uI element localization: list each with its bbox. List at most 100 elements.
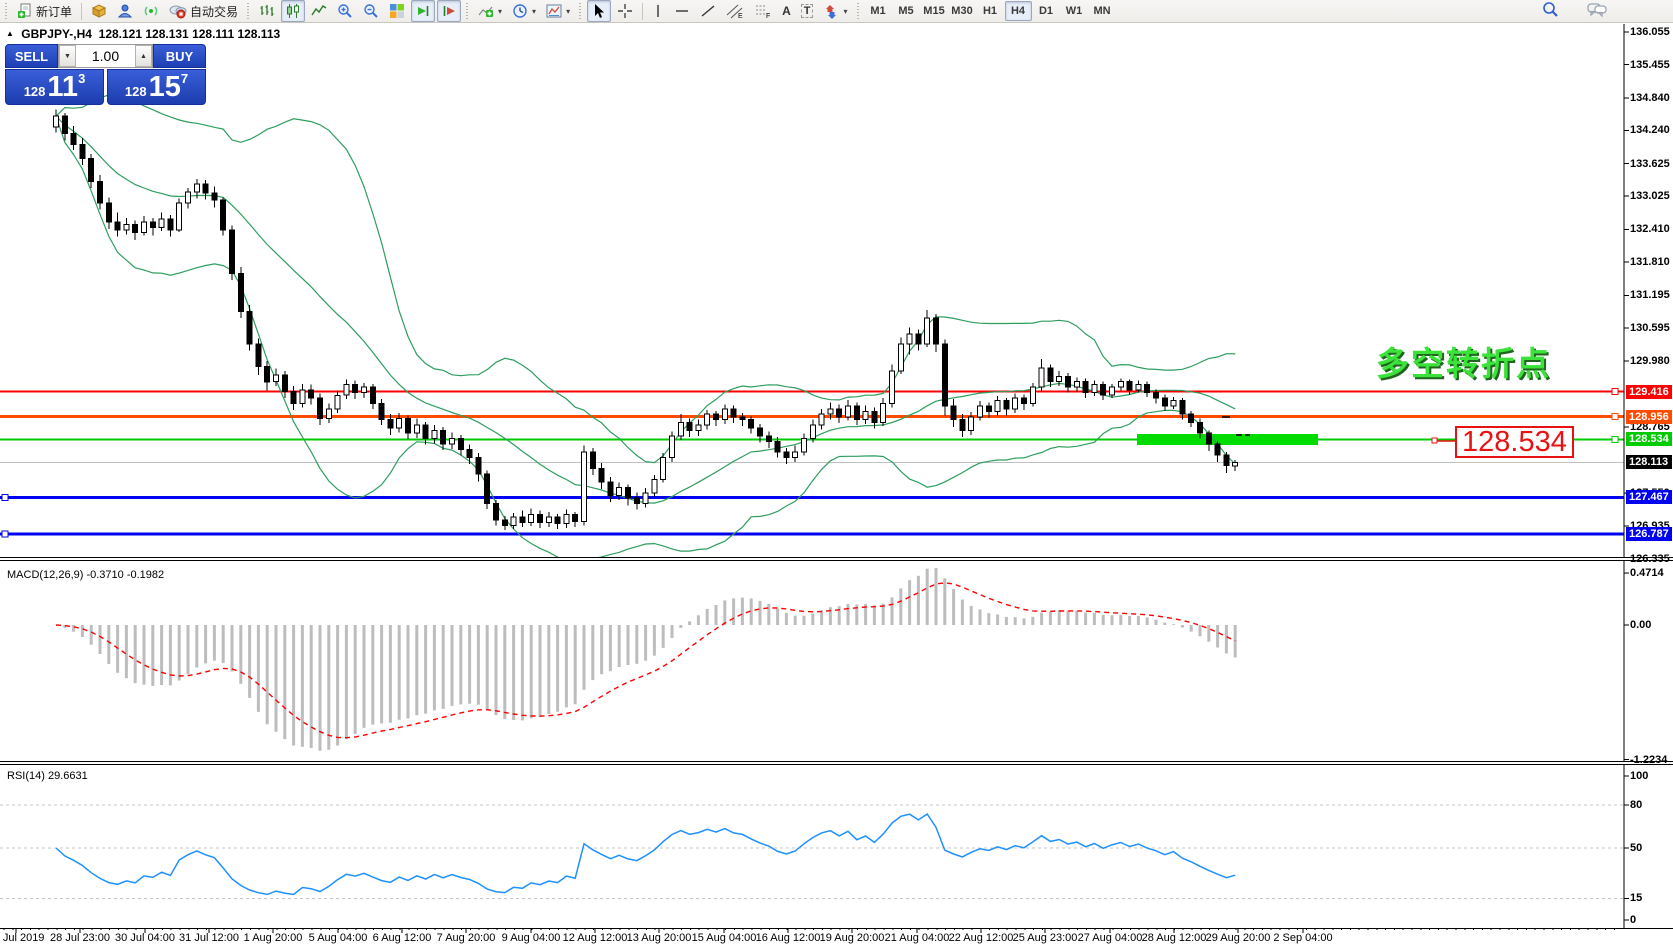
- volume-input[interactable]: 1.00: [91, 48, 120, 64]
- time-axis-label: 13 Aug 20:00: [626, 932, 692, 944]
- rsi-label: RSI(14) 29.6631: [7, 770, 88, 782]
- buy-button[interactable]: BUY: [153, 44, 206, 68]
- text-label-button[interactable]: T: [797, 0, 818, 22]
- time-axis-label: 28 Aug 12:00: [1141, 932, 1207, 944]
- price-line-label: 129.416: [1626, 384, 1672, 399]
- vertical-line-icon: [652, 3, 664, 19]
- macd-axis-label: 0.00: [1630, 619, 1652, 631]
- new-order-button[interactable]: 新订单: [13, 0, 76, 22]
- current-price-label: 128.113: [1626, 455, 1672, 470]
- auto-scroll-button[interactable]: [411, 0, 436, 22]
- sell-button[interactable]: SELL: [5, 44, 58, 68]
- rsi-axis-label: 100: [1630, 770, 1649, 782]
- time-axis-label: 12 Aug 12:00: [562, 932, 628, 944]
- rsi-axis-label: 0: [1630, 914, 1637, 926]
- timeframe-d1-button[interactable]: D1: [1038, 5, 1054, 17]
- crosshair-button[interactable]: [613, 0, 637, 22]
- community-button[interactable]: [113, 0, 137, 22]
- zoom-out-icon: [363, 3, 379, 19]
- new-order-label: 新订单: [36, 4, 73, 19]
- horizontal-line-icon: [674, 3, 690, 19]
- market-watch-button[interactable]: [87, 0, 111, 22]
- rsi-pane-separator[interactable]: [0, 761, 1673, 765]
- symbol-period-label: GBPJPY-,H4: [21, 27, 92, 41]
- search-icon[interactable]: [1542, 1, 1559, 21]
- community-icon: [117, 3, 133, 19]
- vertical-line-button[interactable]: [648, 0, 668, 22]
- periods-button[interactable]: ▾: [508, 0, 540, 22]
- macd-label: MACD(12,26,9) -0.3710 -0.1982: [7, 569, 165, 581]
- fibonacci-button[interactable]: F: [750, 0, 776, 22]
- rsi-axis-label: 80: [1630, 798, 1643, 811]
- sell-price-panel[interactable]: 128 11 3: [5, 69, 104, 105]
- dropdown-icon: ▾: [532, 6, 537, 16]
- volume-decrease-button[interactable]: ▼: [59, 45, 76, 67]
- templates-button[interactable]: ▾: [542, 0, 574, 22]
- sell-price-point: 3: [78, 71, 86, 86]
- macd-pane-separator[interactable]: [0, 557, 1673, 561]
- buy-price-panel[interactable]: 128 15 7: [107, 69, 206, 105]
- price-tick-label: 133.625: [1630, 157, 1670, 170]
- dropdown-icon: ▾: [843, 6, 848, 16]
- timeframe-mn-button[interactable]: MN: [1093, 5, 1111, 17]
- zoom-out-button[interactable]: [359, 0, 383, 22]
- price-tick-label: 128.765: [1630, 420, 1670, 433]
- timeframe-w1-button[interactable]: W1: [1065, 5, 1083, 17]
- timeframe-h4-button[interactable]: H4: [1004, 1, 1032, 21]
- time-axis-border: [0, 928, 1673, 929]
- zoom-in-button[interactable]: [333, 0, 357, 22]
- toolbar-separator: [642, 2, 644, 20]
- text-label-icon: T: [800, 4, 814, 18]
- cursor-button[interactable]: [587, 0, 612, 22]
- auto-trading-label: 自动交易: [190, 4, 239, 19]
- line-chart-button[interactable]: [307, 0, 331, 22]
- price-tick-label: 131.810: [1630, 255, 1670, 268]
- time-axis-label: 1 Aug 20:00: [243, 932, 303, 944]
- auto-trading-icon: [169, 3, 187, 19]
- volume-increase-button[interactable]: ▲: [135, 45, 152, 67]
- arrows-icon: [823, 3, 839, 19]
- macd-axis-label: -1.2234: [1630, 753, 1668, 766]
- indicators-button[interactable]: ▾: [474, 0, 506, 22]
- time-axis-label: 31 Jul 12:00: [179, 932, 239, 944]
- chat-icon[interactable]: [1587, 2, 1607, 21]
- price-line-label: 126.787: [1626, 527, 1672, 542]
- templates-icon: [546, 3, 562, 19]
- candlestick-chart-button[interactable]: [281, 0, 306, 22]
- price-tick-label: 131.195: [1630, 289, 1670, 302]
- tile-windows-button[interactable]: [385, 0, 409, 22]
- bar-chart-button[interactable]: [255, 0, 279, 22]
- timeframe-m5-button[interactable]: M5: [898, 5, 914, 17]
- signals-button[interactable]: [139, 0, 163, 22]
- price-tick-label: 130.595: [1630, 321, 1670, 334]
- timeframe-toolbar: M1 M5 M15 M30 H1 H4 D1 W1 MN: [865, 1, 1116, 21]
- chart-shift-icon: [441, 3, 457, 19]
- toolbar-grip[interactable]: [578, 3, 584, 19]
- arrows-button[interactable]: ▾: [819, 0, 851, 22]
- indicators-icon: [478, 3, 494, 19]
- toolbar-grip[interactable]: [855, 3, 861, 19]
- equidistant-channel-button[interactable]: E: [722, 0, 748, 22]
- toolbar-grip[interactable]: [246, 3, 252, 19]
- time-axis-label: 22 Aug 12:00: [948, 932, 1014, 944]
- tile-windows-icon: [389, 3, 405, 19]
- timeframe-h1-button[interactable]: H1: [982, 5, 998, 17]
- text-button[interactable]: A: [778, 0, 795, 22]
- trendline-button[interactable]: [696, 0, 720, 22]
- toolbar-separator: [81, 2, 83, 20]
- collapse-icon[interactable]: ▲: [6, 29, 14, 38]
- macd-axis-label: 0.4714: [1630, 567, 1664, 580]
- timeframe-m30-button[interactable]: M30: [951, 5, 973, 17]
- auto-trading-button[interactable]: 自动交易: [165, 0, 242, 22]
- toolbar-grip[interactable]: [465, 3, 471, 19]
- timeframe-m1-button[interactable]: M1: [870, 5, 886, 17]
- svg-text:E: E: [738, 13, 743, 19]
- time-axis-label: 29 Aug 20:00: [1205, 932, 1271, 944]
- chart-shift-button[interactable]: [437, 0, 462, 22]
- toolbar-grip[interactable]: [4, 3, 9, 19]
- price-tick-label: 134.240: [1630, 124, 1670, 137]
- horizontal-line-button[interactable]: [670, 0, 694, 22]
- timeframe-m15-button[interactable]: M15: [923, 5, 945, 17]
